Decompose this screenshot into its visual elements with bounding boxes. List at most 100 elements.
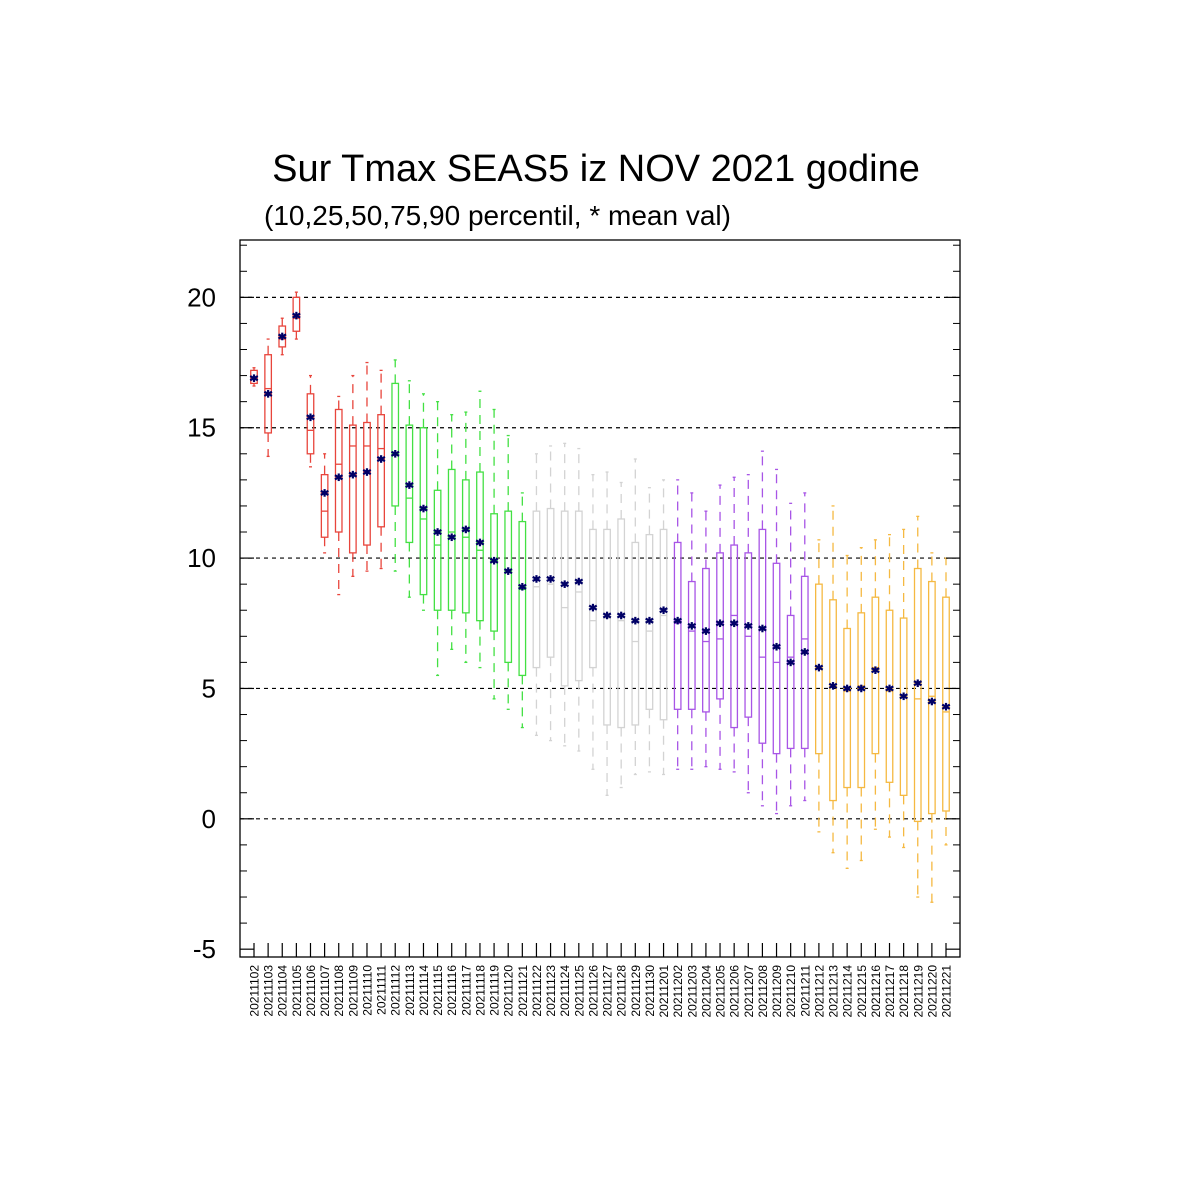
box-iqr [264, 354, 273, 434]
x-tick-label: 20211128 [615, 965, 629, 1017]
mean-marker-20211109 [348, 470, 358, 479]
chart-title: Sur Tmax SEAS5 iz NOV 2021 godine [272, 148, 920, 190]
x-tick-label: 20211119 [488, 965, 502, 1016]
x-tick-label: 20211130 [643, 965, 657, 1017]
mean-marker-20211115 [433, 528, 442, 536]
box-20211108 [334, 395, 343, 596]
mean-marker-20211127 [602, 611, 612, 620]
box-20211117 [461, 411, 470, 664]
box-20211201 [659, 479, 668, 776]
box-20211212 [814, 539, 823, 833]
box-20211126 [589, 474, 597, 770]
box-20211130 [645, 487, 654, 773]
box-20211216 [871, 539, 880, 830]
box-iqr [433, 489, 442, 611]
mean-marker-20211202 [673, 616, 683, 625]
box-iqr [518, 520, 527, 677]
mean-marker-20211203 [687, 622, 697, 630]
box-iqr [687, 580, 696, 710]
x-tick-label: 20211210 [784, 965, 798, 1018]
box-iqr [800, 575, 809, 750]
box-20211205 [716, 484, 724, 770]
x-tick-label: 20211112 [389, 965, 403, 1016]
x-tick-label: 20211211 [798, 965, 812, 1017]
mean-marker-20211121 [517, 582, 527, 591]
box-iqr [617, 518, 626, 729]
box-20211119 [490, 408, 498, 700]
x-tick-label: 20211221 [940, 965, 954, 1018]
x-tick-label: 20211126 [586, 965, 600, 1017]
box-iqr [363, 421, 371, 546]
box-20211116 [447, 414, 456, 650]
x-tick-label: 20211104 [276, 965, 290, 1017]
box-iqr [377, 414, 386, 528]
box-20211215 [857, 547, 866, 862]
x-tick-label: 20211220 [925, 965, 939, 1018]
box-20211122 [532, 453, 541, 737]
mean-marker-20211125 [574, 577, 584, 586]
box-20211127 [603, 471, 611, 796]
mean-marker-20211102 [249, 374, 259, 382]
mean-marker-20211205 [715, 619, 725, 628]
box-20211219 [913, 515, 922, 898]
x-tick-label: 20211208 [756, 965, 770, 1018]
box-iqr [348, 424, 357, 554]
box-iqr [673, 541, 682, 710]
x-tick-label: 20211203 [685, 965, 699, 1018]
box-20211220 [927, 552, 936, 903]
box-20211110 [363, 361, 371, 572]
x-tick-label: 20211213 [827, 965, 841, 1018]
box-iqr [857, 612, 866, 789]
box-iqr [603, 528, 611, 726]
box-20211107 [320, 453, 329, 554]
mean-marker-20211116 [447, 533, 457, 542]
y-tick-label: 5 [202, 673, 216, 703]
mean-marker-20211130 [645, 616, 654, 625]
box-iqr [504, 510, 513, 664]
box-iqr [574, 510, 583, 682]
x-tick-label: 20211129 [629, 965, 643, 1017]
x-tick-label: 20211218 [897, 965, 911, 1018]
box-iqr [786, 614, 795, 750]
mean-marker-20211123 [546, 575, 555, 583]
x-tick-label: 20211109 [346, 965, 360, 1017]
box-20211112 [391, 359, 400, 572]
mean-marker-20211119 [489, 556, 499, 565]
chart-subtitle: (10,25,50,75,90 percentil, * mean val) [264, 200, 731, 231]
x-tick-label: 20211120 [502, 965, 516, 1017]
mean-marker-20211217 [885, 684, 894, 693]
x-tick-label: 20211207 [742, 965, 756, 1018]
box-20211211 [800, 492, 809, 802]
y-tick-label: 20 [187, 282, 216, 312]
mean-marker-20211206 [729, 619, 739, 628]
box-20211111 [377, 369, 386, 570]
mean-marker-20211204 [701, 627, 711, 635]
mean-marker-20211122 [532, 575, 541, 583]
x-tick-label: 20211117 [459, 965, 473, 1016]
box-iqr [885, 609, 894, 783]
mean-marker-20211104 [277, 332, 287, 341]
box-20211128 [617, 481, 626, 789]
box-iqr [589, 528, 597, 669]
x-tick-label: 20211115 [431, 965, 445, 1016]
x-tick-label: 20211103 [262, 965, 276, 1017]
mean-marker-20211216 [871, 666, 880, 674]
box-20211114 [419, 393, 428, 611]
box-20211204 [702, 510, 710, 768]
mean-marker-20211106 [306, 413, 315, 422]
x-tick-label: 20211127 [601, 965, 615, 1017]
mean-marker-20211110 [362, 468, 372, 476]
x-tick-label: 20211106 [304, 965, 318, 1017]
box-20211208 [758, 450, 767, 807]
mean-markers [249, 311, 951, 711]
mean-marker-20211209 [772, 642, 781, 651]
box-20211113 [405, 380, 414, 598]
box-iqr [659, 528, 668, 721]
mean-marker-20211126 [588, 603, 598, 612]
mean-marker-20211211 [800, 648, 810, 656]
mean-marker-20211207 [743, 622, 753, 630]
mean-marker-20211212 [814, 663, 824, 672]
x-tick-label: 20211206 [728, 965, 742, 1018]
mean-marker-20211129 [630, 616, 640, 625]
